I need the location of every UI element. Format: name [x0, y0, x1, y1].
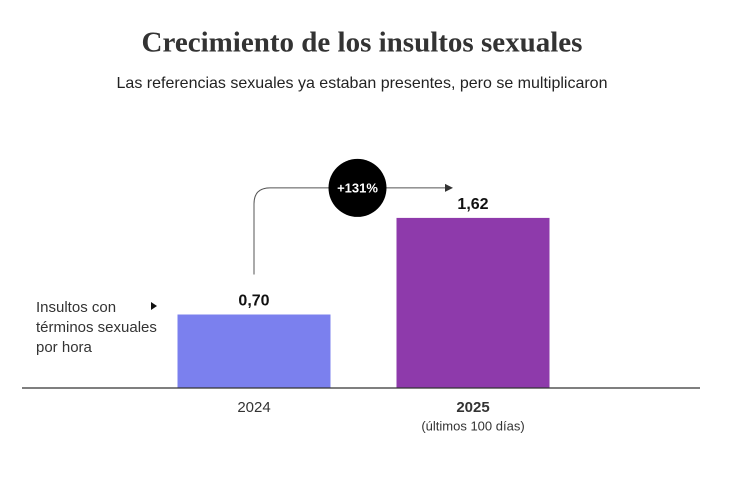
x-tick-label: 2025 — [456, 399, 489, 416]
value-label: 0,70 — [238, 293, 269, 310]
bar — [396, 217, 550, 388]
value-label: 1,62 — [457, 196, 488, 213]
growth-arrow — [253, 187, 445, 275]
chart-title: Crecimiento de los insultos sexuales — [142, 27, 583, 59]
bar — [177, 314, 331, 388]
chart-subtitle: Las referencias sexuales ya estaban pres… — [117, 75, 608, 92]
x-tick-label: 2024 — [237, 399, 270, 416]
arrow-head — [445, 183, 453, 192]
label-pointer — [151, 302, 157, 310]
growth-badge — [328, 158, 387, 217]
category-note: (últimos 100 días) — [421, 418, 524, 433]
y-axis-label: Insultos con términos sexuales por hora — [36, 299, 157, 356]
growth-label: +131% — [337, 180, 378, 195]
